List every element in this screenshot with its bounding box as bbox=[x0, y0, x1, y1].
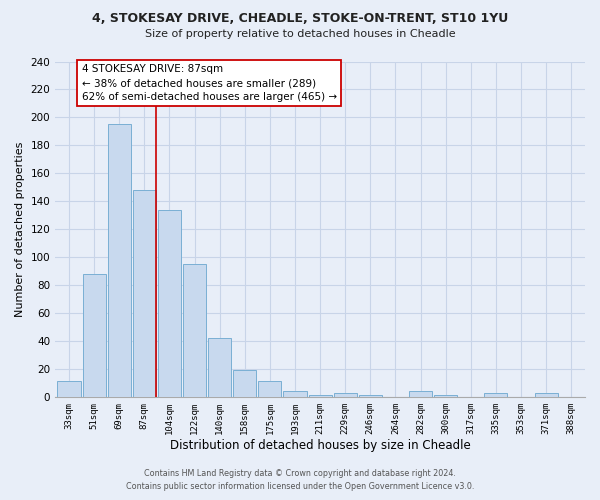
Bar bbox=[434, 396, 457, 397]
Bar bbox=[484, 392, 508, 397]
Bar bbox=[58, 382, 80, 397]
Text: 4 STOKESAY DRIVE: 87sqm
← 38% of detached houses are smaller (289)
62% of semi-d: 4 STOKESAY DRIVE: 87sqm ← 38% of detache… bbox=[82, 64, 337, 102]
Bar bbox=[183, 264, 206, 397]
Y-axis label: Number of detached properties: Number of detached properties bbox=[15, 142, 25, 317]
Bar bbox=[359, 396, 382, 397]
Bar bbox=[208, 338, 231, 397]
Bar bbox=[107, 124, 131, 397]
Bar bbox=[158, 210, 181, 397]
Text: Contains HM Land Registry data © Crown copyright and database right 2024.
Contai: Contains HM Land Registry data © Crown c… bbox=[126, 470, 474, 491]
Bar bbox=[283, 391, 307, 397]
Bar bbox=[133, 190, 156, 397]
X-axis label: Distribution of detached houses by size in Cheadle: Distribution of detached houses by size … bbox=[170, 440, 470, 452]
Bar bbox=[535, 392, 557, 397]
Bar bbox=[308, 396, 332, 397]
Bar bbox=[83, 274, 106, 397]
Text: 4, STOKESAY DRIVE, CHEADLE, STOKE-ON-TRENT, ST10 1YU: 4, STOKESAY DRIVE, CHEADLE, STOKE-ON-TRE… bbox=[92, 12, 508, 26]
Text: Size of property relative to detached houses in Cheadle: Size of property relative to detached ho… bbox=[145, 29, 455, 39]
Bar bbox=[233, 370, 256, 397]
Bar bbox=[334, 392, 357, 397]
Bar bbox=[409, 391, 432, 397]
Bar bbox=[259, 382, 281, 397]
